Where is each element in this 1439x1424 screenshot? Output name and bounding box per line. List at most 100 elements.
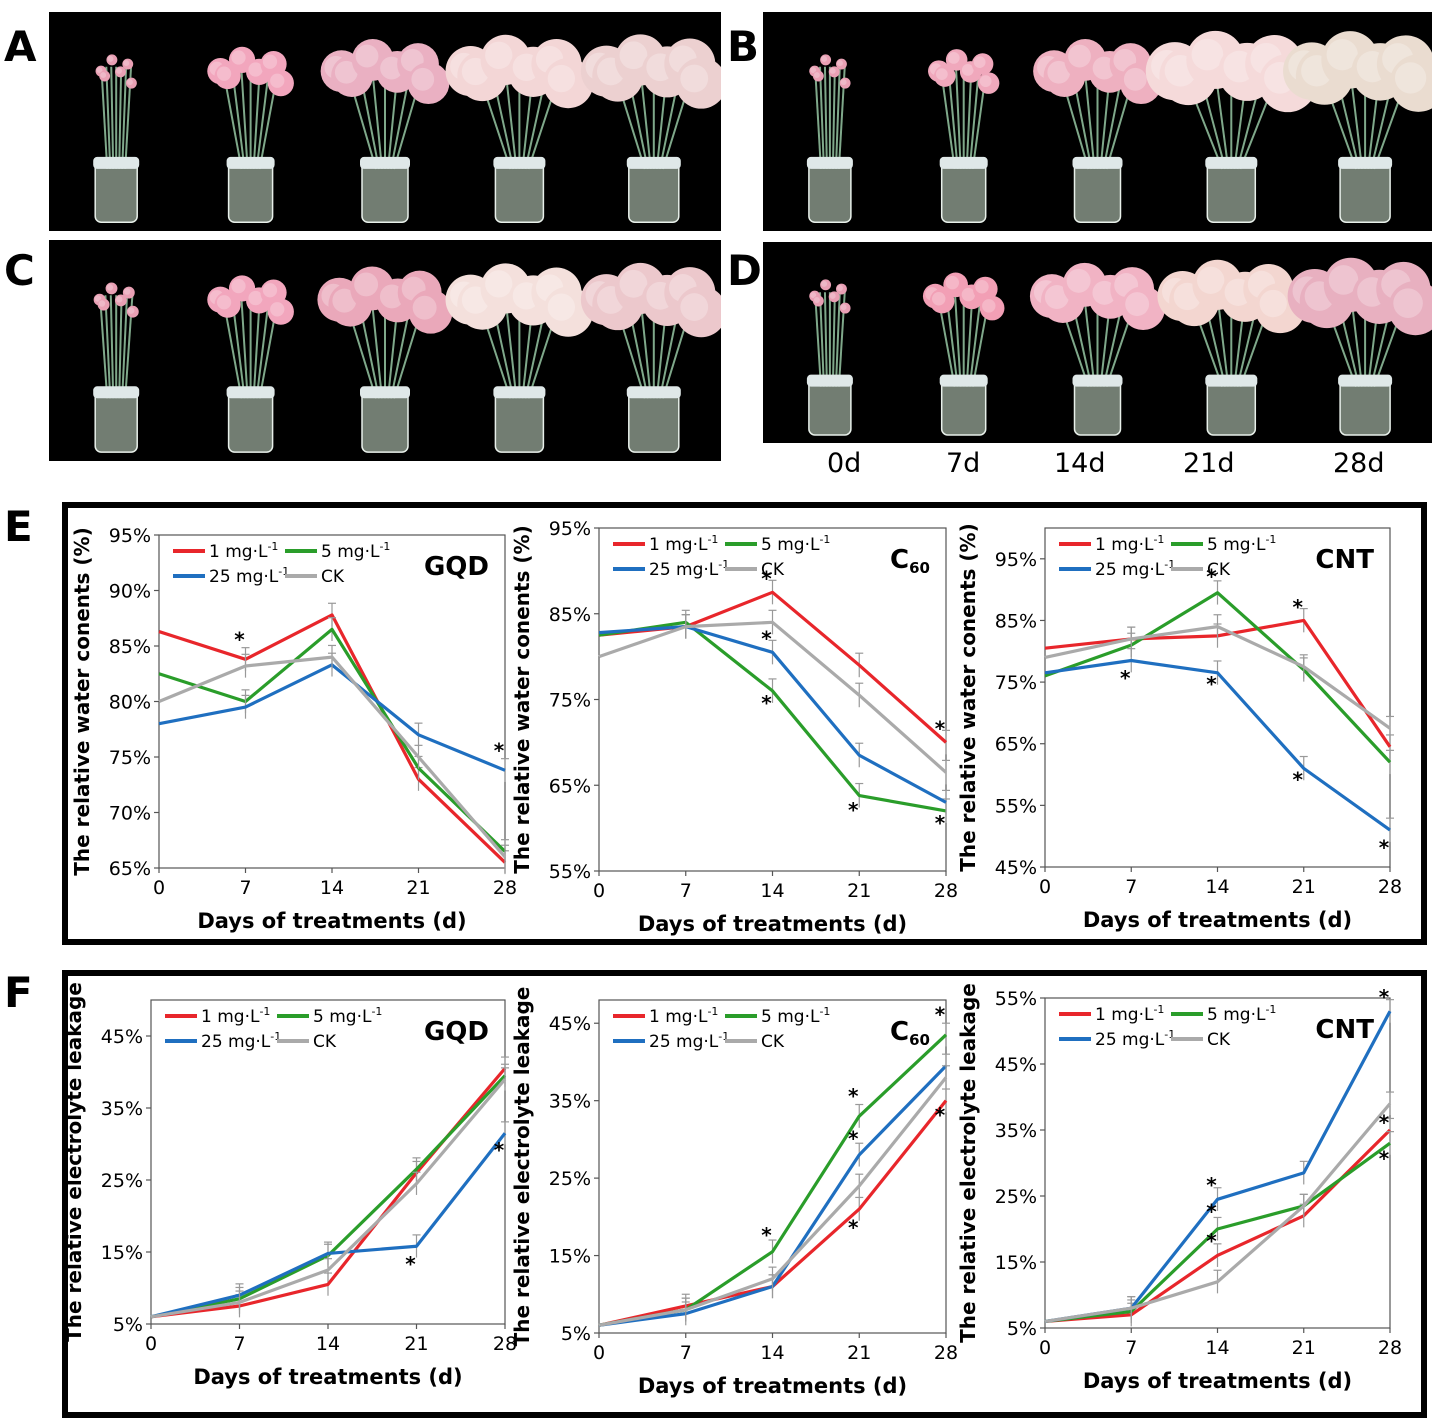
x-tick-label: 28 xyxy=(493,1333,517,1355)
y-tick-label: 95% xyxy=(549,518,591,540)
x-tick-label: 0 xyxy=(593,880,605,902)
y-tick-label: 55% xyxy=(995,795,1037,817)
y-tick-label: 5% xyxy=(113,1314,143,1336)
significance-marker: * xyxy=(935,717,946,741)
series-line-ck xyxy=(150,1078,507,1319)
chart-f-gqd: 5% 15% 25% 35% 45% 0 7 14 21 28 Days of treatments… xyxy=(62,982,517,1389)
vase-bouquet xyxy=(445,34,594,223)
y-tick-label: 15% xyxy=(549,1246,591,1268)
chart-title: C60 xyxy=(890,1017,930,1049)
y-tick-label: 65% xyxy=(995,734,1037,756)
y-tick-label: 75% xyxy=(549,690,591,712)
y-tick-label: 65% xyxy=(549,775,591,797)
chart-f-c60: 5% 15% 25% 35% 45% 0 7 14 21 28 Days of treatments… xyxy=(510,987,958,1398)
x-axis-label: Days of treatments (d) xyxy=(638,1374,907,1398)
legend-label: 1 mg·L-1 xyxy=(201,1005,270,1027)
x-axis-label: Days of treatments (d) xyxy=(638,912,907,936)
legend-label: 25 mg·L-1 xyxy=(209,565,289,587)
y-tick-label: 5% xyxy=(1007,1318,1037,1340)
x-tick-label: 0 xyxy=(1039,1337,1051,1359)
significance-marker: * xyxy=(848,1215,859,1239)
x-tick-label: 21 xyxy=(404,1333,428,1355)
legend-label: 1 mg·L-1 xyxy=(209,540,278,562)
significance-marker: * xyxy=(761,1223,772,1247)
y-tick-label: 75% xyxy=(109,747,151,769)
panel-label-c: C xyxy=(4,246,35,295)
legend-label: 25 mg·L-1 xyxy=(201,1030,281,1052)
x-tick-label: 14 xyxy=(1205,876,1229,898)
x-tick-label: 7 xyxy=(680,880,692,902)
x-tick-label: 21 xyxy=(847,1342,871,1364)
x-axis-label: Days of treatments (d) xyxy=(197,909,466,933)
panel-label-d: D xyxy=(727,246,762,295)
series-line-ck xyxy=(158,655,507,858)
x-tick-label: 0 xyxy=(145,1333,157,1355)
y-axis-label: The relative water conents (%) xyxy=(70,527,94,875)
panel-label-f: F xyxy=(4,968,33,1017)
x-tick-label: 7 xyxy=(1125,1337,1137,1359)
x-tick-label: 21 xyxy=(1292,1337,1316,1359)
y-tick-label: 90% xyxy=(109,581,151,603)
series-line-5-mg-l xyxy=(598,620,947,813)
vase-bouquet xyxy=(1283,31,1432,223)
vase-bouquet xyxy=(1029,262,1166,436)
legend-label: 1 mg·L-1 xyxy=(649,1005,718,1027)
legend-label: CK xyxy=(761,1032,785,1052)
x-tick-label: 7 xyxy=(233,1333,245,1355)
y-tick-label: 45% xyxy=(995,1054,1037,1076)
photo-panel-a xyxy=(49,12,721,231)
vase-bouquet xyxy=(580,34,721,223)
chart-f-cnt: 5% 15% 25% 35% 45% 55% 0 7 14 21 28 Days of treatme… xyxy=(956,983,1402,1393)
y-tick-label: 55% xyxy=(549,861,591,883)
vase-bouquet xyxy=(317,266,453,453)
y-tick-label: 85% xyxy=(549,604,591,626)
y-tick-label: 85% xyxy=(995,610,1037,632)
vase-bouquet xyxy=(93,282,140,453)
y-tick-label: 95% xyxy=(109,525,151,547)
vase-bouquet xyxy=(922,272,1005,436)
series-line-1-mg-l xyxy=(1044,1128,1392,1323)
legend-label: 1 mg·L-1 xyxy=(649,533,718,555)
day-label-7: 7d xyxy=(946,448,981,479)
legend-label: 5 mg·L-1 xyxy=(1207,1003,1276,1025)
vase-bouquet xyxy=(1145,30,1317,223)
y-axis-label: The relative water conents (%) xyxy=(510,525,534,873)
photo-panel-d xyxy=(763,242,1432,443)
legend-label: 1 mg·L-1 xyxy=(1095,1003,1164,1025)
x-tick-label: 28 xyxy=(493,877,517,899)
y-tick-label: 35% xyxy=(995,1120,1037,1142)
significance-marker: * xyxy=(935,1002,946,1026)
y-axis-label: The relative electrolyte leakage xyxy=(62,982,86,1342)
x-tick-label: 7 xyxy=(680,1342,692,1364)
day-label-0: 0d xyxy=(827,448,862,479)
significance-marker: * xyxy=(1206,1229,1217,1253)
legend-label: 25 mg·L-1 xyxy=(649,1030,729,1052)
series-line-ck xyxy=(598,1076,948,1327)
panel-label-b: B xyxy=(727,22,760,71)
significance-marker: * xyxy=(848,1084,859,1108)
series-line-ck xyxy=(598,620,948,774)
x-tick-label: 28 xyxy=(934,880,958,902)
y-tick-label: 55% xyxy=(995,988,1037,1010)
significance-marker: * xyxy=(848,1126,859,1150)
series-line-25-mg-l xyxy=(150,1132,507,1319)
significance-marker: * xyxy=(761,626,772,650)
y-tick-label: 25% xyxy=(995,1186,1037,1208)
vase-bouquet xyxy=(320,38,450,223)
x-tick-label: 0 xyxy=(153,877,165,899)
significance-marker: * xyxy=(494,1138,505,1162)
significance-marker: * xyxy=(1206,1173,1217,1197)
y-tick-label: 85% xyxy=(109,636,151,658)
x-tick-label: 0 xyxy=(593,1342,605,1364)
vase-bouquet xyxy=(207,275,294,453)
significance-marker: * xyxy=(1206,564,1217,588)
x-tick-label: 21 xyxy=(1292,876,1316,898)
legend-label: CK xyxy=(321,567,345,587)
y-axis-label: The relative electrolyte leakage xyxy=(510,987,534,1347)
series-line-5-mg-l xyxy=(158,627,507,853)
legend-label: 25 mg·L-1 xyxy=(1095,1028,1175,1050)
chart-title: GQD xyxy=(424,552,489,582)
y-tick-label: 35% xyxy=(101,1098,143,1120)
y-axis-label: The relative water conents (%) xyxy=(956,523,980,871)
vase-bouquet xyxy=(93,54,140,223)
